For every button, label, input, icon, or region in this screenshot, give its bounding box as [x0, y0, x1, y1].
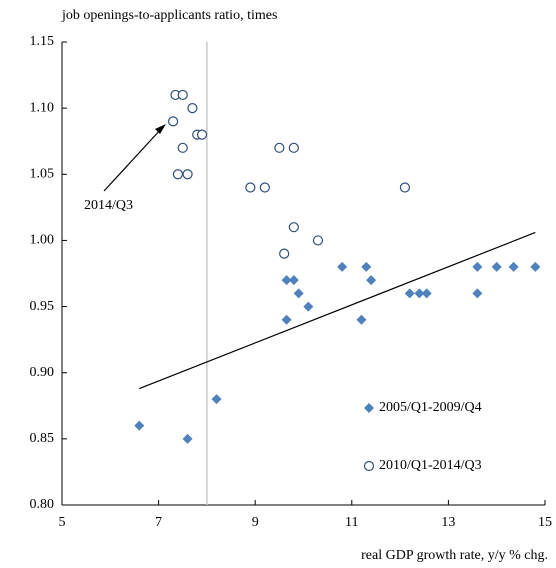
data-point [182, 433, 193, 444]
data-point [288, 222, 299, 233]
data-point [259, 182, 270, 193]
x-tick-label: 11 [345, 515, 358, 530]
data-point [288, 275, 299, 286]
x-tick-label: 7 [155, 515, 162, 530]
data-point [508, 261, 519, 272]
data-point [356, 314, 367, 325]
y-tick-label: 1.15 [30, 34, 55, 49]
data-point [288, 142, 299, 153]
data-point [182, 169, 193, 180]
data-point [399, 182, 411, 193]
legend-label: 2010/Q1-2014/Q3 [379, 458, 482, 473]
y-tick-label: 0.90 [30, 365, 55, 380]
data-point [167, 116, 179, 127]
y-tick-label: 1.10 [30, 100, 55, 115]
arrow-head [155, 124, 166, 134]
data-point [361, 261, 372, 272]
data-point [366, 275, 377, 286]
y-tick-label: 0.85 [30, 431, 55, 446]
annotation-arrow [103, 127, 163, 192]
data-point [279, 248, 290, 259]
legend-label: 2005/Q1-2009/Q4 [379, 400, 482, 415]
data-point [404, 288, 415, 299]
x-tick-label: 13 [441, 515, 455, 530]
annotation: 2014/Q3 [84, 198, 133, 213]
x-tick-label: 5 [59, 515, 66, 530]
data-point [245, 182, 256, 193]
data-point [312, 235, 324, 246]
data-point [421, 288, 432, 299]
legend-marker [363, 460, 375, 472]
trend-line [139, 231, 536, 390]
data-point [134, 420, 145, 431]
data-point [472, 288, 483, 299]
data-point [187, 103, 198, 114]
data-point [177, 89, 188, 101]
data-point [172, 169, 184, 180]
data-point [303, 301, 314, 312]
data-point [281, 275, 292, 286]
y-tick-label: 1.00 [30, 233, 55, 248]
y-tick-label: 0.80 [30, 497, 55, 512]
x-tick-label: 15 [538, 515, 552, 530]
data-point [414, 288, 425, 299]
data-point [196, 129, 208, 140]
data-point [293, 288, 304, 299]
y-axis-title: job openings-to-applicants ratio, times [61, 8, 277, 23]
data-point [211, 394, 222, 405]
y-tick-label: 0.95 [30, 299, 55, 314]
x-axis-title: real GDP growth rate, y/y % chg. [361, 548, 548, 563]
y-tick-label: 1.05 [30, 167, 55, 182]
data-point [530, 261, 541, 272]
data-point [281, 314, 292, 325]
data-point [491, 261, 502, 272]
legend-marker [364, 403, 374, 413]
data-point [472, 261, 483, 272]
data-point [337, 261, 348, 272]
data-point [177, 142, 188, 153]
x-tick-label: 9 [252, 515, 259, 530]
data-point [274, 142, 285, 153]
